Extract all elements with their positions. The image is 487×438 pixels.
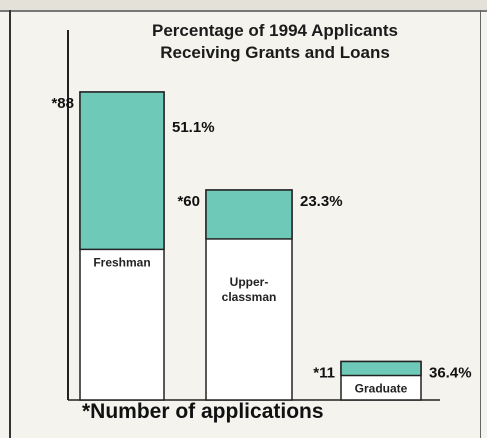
application-count-label: *88 — [51, 95, 74, 112]
bar-percent-fill — [340, 360, 422, 377]
percent-label: 23.3% — [300, 193, 343, 210]
chart-title-line-1: Percentage of 1994 Applicants — [152, 21, 398, 40]
page-left-border — [9, 10, 11, 438]
chart-title: Percentage of 1994 Applicants Receiving … — [120, 20, 430, 64]
cropped-header-strip — [0, 0, 487, 12]
chart-title-line-2: Receiving Grants and Loans — [160, 43, 390, 62]
application-count-label: *11 — [313, 365, 335, 382]
category-label: Freshman — [93, 255, 150, 269]
bar-percent-fill — [79, 91, 165, 251]
category-label: classman — [222, 290, 277, 304]
footnote: *Number of applications — [82, 400, 324, 423]
category-label: Graduate — [355, 382, 408, 396]
percent-label: 36.4% — [429, 365, 472, 382]
percent-label: 51.1% — [172, 119, 215, 136]
category-label: Upper- — [230, 275, 269, 289]
page-right-border — [480, 10, 481, 438]
bar-percent-fill — [205, 189, 293, 240]
application-count-label: *60 — [177, 193, 200, 210]
